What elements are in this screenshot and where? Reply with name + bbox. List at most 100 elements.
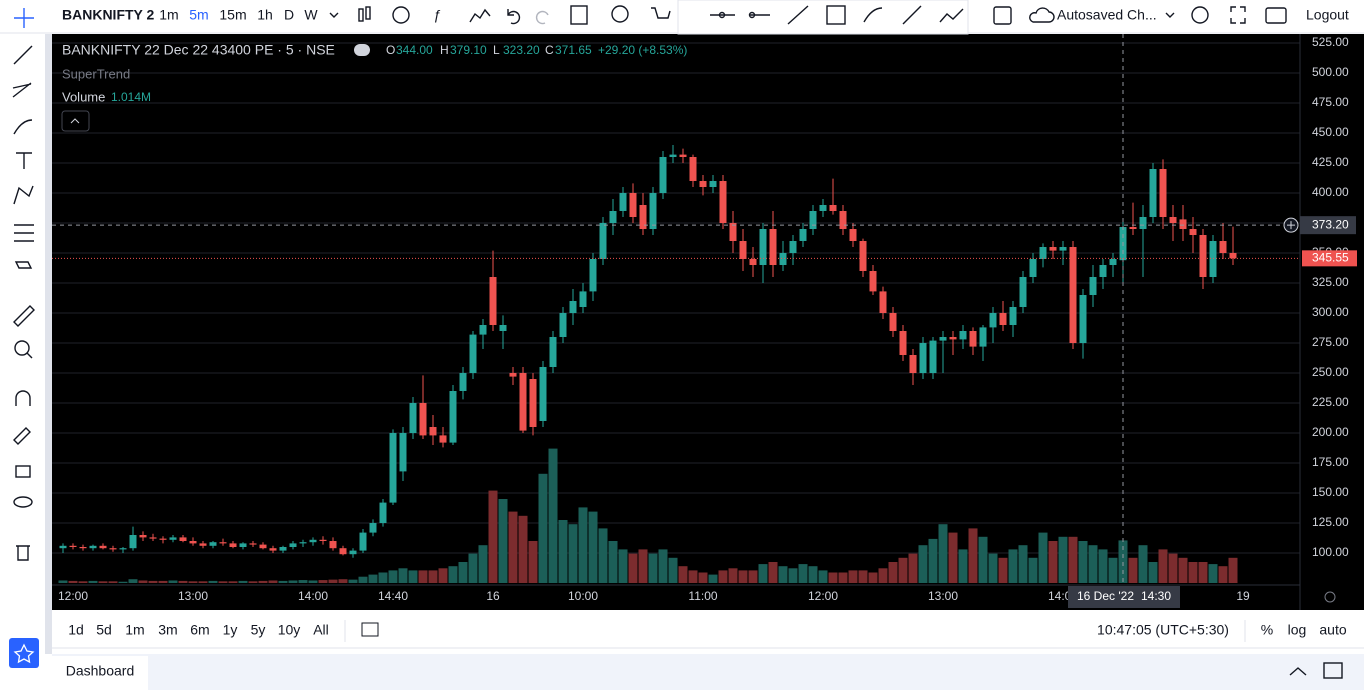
legend-value: 371.65: [555, 43, 592, 57]
fullscreen-button[interactable]: [1230, 6, 1246, 24]
candle-body: [869, 271, 877, 292]
star-icon: [13, 643, 35, 664]
y-tick-label: 300.00: [1312, 305, 1349, 319]
interval-list: 1m 5m 15m 1h D W: [159, 7, 318, 23]
range-button[interactable]: 6m: [190, 622, 209, 638]
candle-body: [799, 229, 807, 241]
volume-bar: [1148, 562, 1158, 583]
scale-option[interactable]: %: [1261, 622, 1273, 638]
candle-body: [859, 241, 867, 271]
candle-body: [619, 193, 627, 211]
range-button[interactable]: 1y: [223, 622, 238, 638]
panel-title[interactable]: Dashboard: [66, 663, 135, 679]
undo-button[interactable]: [507, 9, 521, 25]
x-tick-label: 12:00: [58, 589, 88, 603]
publish-button[interactable]: [570, 5, 588, 25]
grid: 100.00 125.00 150.00 175.00 200.00 225.00 250.…: [52, 35, 1349, 603]
range-button[interactable]: 5y: [251, 622, 266, 638]
crosshair-tool[interactable]: [14, 8, 34, 28]
candle-body: [129, 535, 137, 549]
volume-bar: [78, 581, 88, 583]
range-button[interactable]: 1m: [125, 622, 144, 638]
candle-body: [1199, 235, 1207, 277]
candle-body: [1079, 295, 1087, 343]
volume-bar: [308, 580, 318, 583]
volume-bar: [288, 580, 298, 583]
axis-settings[interactable]: [1324, 591, 1336, 603]
collapse-button[interactable]: [61, 110, 90, 132]
candle-body: [439, 435, 447, 443]
candle-body: [179, 537, 187, 541]
candle-body: [139, 535, 147, 538]
layout-name[interactable]: Autosaved Ch...: [1057, 7, 1157, 23]
candle-body: [789, 241, 797, 253]
select-button[interactable]: [993, 6, 1012, 25]
symbol[interactable]: BANKNIFTY 2: [62, 7, 155, 23]
candle-body: [1069, 247, 1077, 343]
sidebar-tools[interactable]: [12, 45, 35, 561]
settings-button[interactable]: [1191, 6, 1209, 24]
volume-bar: [138, 580, 148, 583]
drawing-tools[interactable]: [710, 5, 964, 25]
candle-body: [99, 545, 107, 549]
legend-key: C: [545, 43, 554, 57]
chart-type-button[interactable]: [358, 6, 371, 22]
volume-bar: [118, 581, 128, 583]
candle-body: [909, 355, 917, 373]
y-tick-label: 225.00: [1312, 395, 1349, 409]
range-button[interactable]: 5d: [96, 622, 112, 638]
range-button[interactable]: All: [313, 622, 329, 638]
interval-dropdown[interactable]: [329, 12, 339, 18]
range-button[interactable]: 10y: [278, 622, 301, 638]
volume-bar: [838, 572, 848, 583]
y-tick-label: 250.00: [1312, 365, 1349, 379]
candle-body: [929, 340, 937, 373]
screenshot-button[interactable]: [1265, 7, 1287, 24]
interval-button[interactable]: D: [284, 7, 294, 23]
interval-button[interactable]: W: [304, 7, 318, 23]
add-button[interactable]: [392, 6, 410, 24]
candle-body: [1219, 241, 1227, 253]
volume-pane: [58, 448, 1238, 583]
volume-bar: [528, 541, 538, 583]
interval-button[interactable]: 1h: [257, 7, 273, 23]
crosshair-price-box: [1300, 216, 1356, 235]
volume-bar: [368, 574, 378, 583]
templates-button[interactable]: [469, 8, 491, 23]
y-tick-label: 325.00: [1312, 275, 1349, 289]
candles: [59, 145, 1237, 558]
volume-bar: [468, 553, 478, 583]
candle-body: [1149, 169, 1157, 217]
panel-expand[interactable]: [1289, 667, 1307, 676]
candle-body: [369, 523, 377, 533]
x-tick-label: 16: [486, 589, 500, 603]
interval-button[interactable]: 15m: [219, 7, 246, 23]
range-button[interactable]: 1d: [68, 622, 84, 638]
layout-dropdown[interactable]: [1165, 12, 1175, 18]
panel-maximize[interactable]: [1323, 662, 1343, 679]
trade-button[interactable]: [651, 7, 671, 19]
goto-date-button[interactable]: [361, 622, 379, 637]
interval-button[interactable]: 5m: [189, 7, 208, 23]
volume-bar: [298, 580, 308, 583]
range-button[interactable]: 3m: [158, 622, 177, 638]
interval-button[interactable]: 1m: [159, 7, 178, 23]
candle-body: [499, 325, 507, 331]
legend-value: 379.10: [450, 43, 487, 57]
scale-option[interactable]: auto: [1319, 622, 1346, 638]
volume-bar: [418, 570, 428, 583]
volume-bar: [768, 562, 778, 583]
favorites-button[interactable]: [9, 638, 39, 668]
scale-option[interactable]: log: [1288, 622, 1307, 638]
panel-tab[interactable]: [52, 656, 148, 690]
x-tick-label: 14:00: [298, 589, 328, 603]
volume-bar: [578, 507, 588, 583]
redo-button[interactable]: [535, 10, 549, 25]
volume-bar: [328, 579, 338, 583]
hide-button[interactable]: [354, 44, 370, 56]
volume-bar: [898, 557, 908, 583]
logout-button[interactable]: Logout: [1306, 7, 1349, 23]
indicators-button[interactable]: ƒ: [433, 7, 441, 23]
replay-button[interactable]: [611, 5, 629, 23]
chart-title: BANKNIFTY 22 Dec 22 43400 PE · 5 · NSE: [62, 42, 335, 58]
